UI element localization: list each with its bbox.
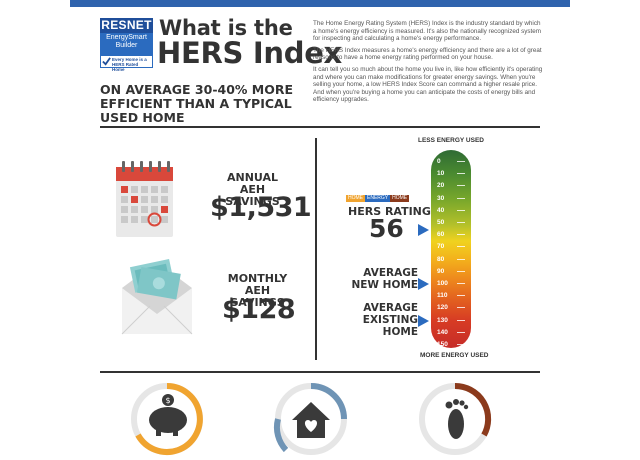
scale-tick-label: 80: [437, 255, 445, 263]
scale-tick: 150: [437, 341, 465, 348]
scale-tick-line: [457, 173, 465, 175]
scale-tick-label: 30: [437, 194, 445, 202]
scale-tick-line: [457, 283, 465, 284]
page-title-line1: What is the: [159, 16, 293, 40]
scale-tick-label: 40: [437, 206, 445, 214]
checkmark-icon: [102, 57, 111, 66]
scale-tick-label: 130: [437, 316, 448, 324]
monthly-savings-amount: $128: [222, 294, 296, 325]
scale-tick-label: 150: [437, 341, 448, 348]
scale-tick-label: 20: [437, 182, 445, 190]
scale-tick-label: 110: [437, 292, 448, 300]
scale-tick-line: [457, 307, 465, 309]
scale-tick: 110: [437, 292, 465, 299]
hers-rating-label: HERS RATING: [348, 205, 431, 218]
scale-tick: 40: [437, 207, 465, 214]
scale-tick: 10: [437, 170, 465, 177]
scale-tick-line: [457, 234, 465, 236]
intro-paragraph: The HERS Index measures a home's energy …: [313, 46, 542, 62]
badge-slogan: Every Home is a HERS Rated Home: [100, 55, 153, 72]
scale-tick: 100: [437, 280, 465, 287]
scale-tick-line: [457, 295, 465, 297]
scale-tick: 90: [437, 268, 465, 275]
scale-tick: 30: [437, 195, 465, 202]
intro-paragraph: The Home Energy Rating System (HERS) Ind…: [313, 20, 542, 43]
scale-tick-label: 50: [437, 219, 445, 226]
piggy-bank-icon: $: [131, 383, 203, 455]
divider-top: [100, 126, 540, 128]
annual-savings-amount: $1,531: [210, 192, 312, 223]
scale-tick: 140: [437, 329, 465, 336]
calendar-icon: [116, 161, 173, 237]
resnet-badge: RESNET EnergySmart Builder Every Home is…: [100, 18, 153, 72]
badge-program: EnergySmart Builder: [100, 33, 153, 55]
scale-tick-line: [457, 209, 465, 211]
scale-tick-label: 140: [437, 328, 448, 336]
footprint-icon: [419, 382, 492, 455]
scale-tick-label: 100: [437, 280, 448, 287]
average-new-arrow-icon: [418, 278, 429, 290]
intro-text: The Home Energy Rating System (HERS) Ind…: [313, 20, 545, 108]
scale-tick: 70: [437, 243, 465, 250]
monthly-savings-label: MONTHLY AEH SAVINGS: [227, 272, 288, 309]
page-title-line2: HERS Index: [157, 36, 342, 70]
hers-brand-strip: HOME ENERGY HOME: [346, 195, 410, 202]
tagline: ON AVERAGE 30-40% MORE EFFICIENT THAN A …: [100, 82, 294, 125]
scale-tick-label: 90: [437, 267, 445, 275]
scale-tick: 0: [437, 158, 465, 165]
scale-tick-line: [457, 258, 465, 260]
scale-tick: 20: [437, 182, 465, 189]
brand-word: HOME: [390, 195, 410, 202]
scale-tick-line: [457, 246, 465, 248]
scale-tick-line: [457, 185, 465, 187]
badge-org: RESNET: [100, 18, 153, 33]
brand-word: HOME: [346, 195, 365, 202]
divider-bottom: [100, 371, 540, 373]
scale-tick-label: 10: [437, 170, 445, 178]
money-envelope-icon: [121, 258, 193, 335]
average-existing-arrow-icon: [418, 314, 429, 327]
top-accent-bar: [70, 0, 570, 7]
house-heart-icon: [273, 383, 347, 455]
scale-tick-line: [457, 270, 465, 272]
scale-tick-line: [457, 331, 465, 333]
scale-tick-label: 70: [437, 243, 445, 251]
scale-tick: 120: [437, 304, 465, 311]
scale-tick: 60: [437, 231, 465, 238]
scale-tick-line: [457, 319, 465, 321]
divider-vertical: [315, 138, 317, 360]
scale-bottom-label: MORE ENERGY USED: [420, 352, 489, 359]
average-new-home-label: AVERAGE NEW HOME: [351, 267, 418, 291]
scale-tick-line: [457, 161, 465, 162]
hers-rating-arrow-icon: [418, 224, 429, 237]
scale-tick-line: [457, 197, 465, 199]
average-existing-home-label: AVERAGE EXISTING HOME: [362, 302, 418, 338]
scale-tick-line: [457, 222, 465, 223]
scale-tick-label: 0: [437, 158, 441, 165]
hers-rating-value: 56: [369, 214, 404, 243]
brand-word: ENERGY: [365, 195, 391, 202]
scale-tick-line: [457, 344, 465, 345]
scale-tick: 50: [437, 219, 465, 226]
intro-paragraph: It can tell you so much about the home y…: [313, 65, 543, 104]
badge-slogan-text: Every Home is a HERS Rated Home: [112, 57, 147, 72]
scale-top-label: LESS ENERGY USED: [418, 137, 484, 144]
annual-savings-label: ANNUAL AEH SAVINGS: [225, 171, 280, 208]
scale-tick: 80: [437, 256, 465, 263]
scale-tick-label: 120: [437, 304, 448, 312]
svg-text:$: $: [165, 396, 170, 405]
scale-tick-label: 60: [437, 231, 445, 239]
scale-tick: 130: [437, 317, 465, 324]
hers-index-scale: [431, 150, 471, 348]
